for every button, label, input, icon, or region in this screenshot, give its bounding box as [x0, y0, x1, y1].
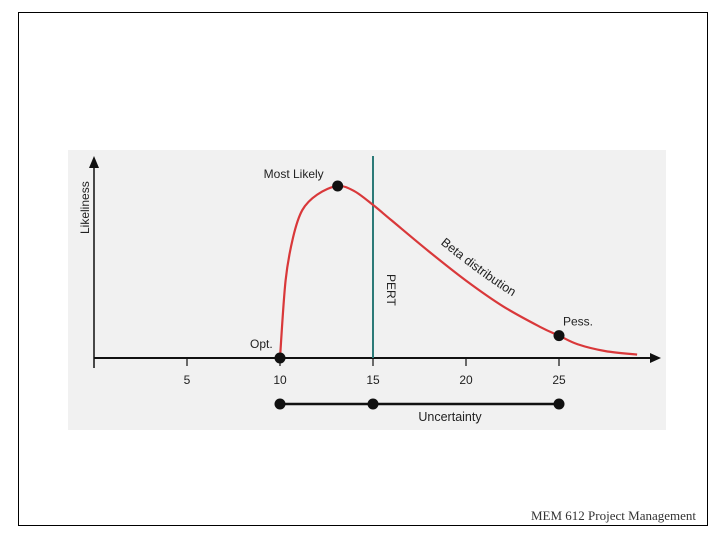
x-tick-label: 10 — [273, 373, 287, 387]
x-axis-arrow — [650, 353, 661, 363]
x-tick-label: 5 — [184, 373, 191, 387]
point-label: Most Likely — [264, 167, 324, 181]
beta-curve — [278, 184, 638, 359]
pert-label: PERT — [384, 274, 398, 306]
point-label: Opt. — [250, 337, 273, 351]
x-tick-label: 20 — [459, 373, 473, 387]
point-label: Pess. — [563, 315, 593, 329]
figure-svg: 5 10 15 20 25 PERT Beta distribution Opt.Mos… — [78, 156, 661, 424]
uncertainty-marker — [274, 398, 286, 410]
uncertainty-marker — [553, 398, 565, 410]
x-tick-label: 15 — [366, 373, 380, 387]
uncertainty-marker — [367, 398, 379, 410]
point-marker — [332, 180, 344, 192]
y-axis-arrow — [89, 156, 99, 168]
x-tick-label: 25 — [552, 373, 566, 387]
footer-course-title: MEM 612 Project Management — [531, 508, 696, 523]
uncertainty-label: Uncertainty — [418, 410, 482, 424]
point-marker — [553, 330, 565, 342]
point-marker — [274, 352, 286, 364]
beta-distribution-figure: 5 10 15 20 25 PERT Beta distribution Opt. Mos… — [68, 150, 666, 430]
y-axis-label: Likeliness — [78, 181, 92, 234]
